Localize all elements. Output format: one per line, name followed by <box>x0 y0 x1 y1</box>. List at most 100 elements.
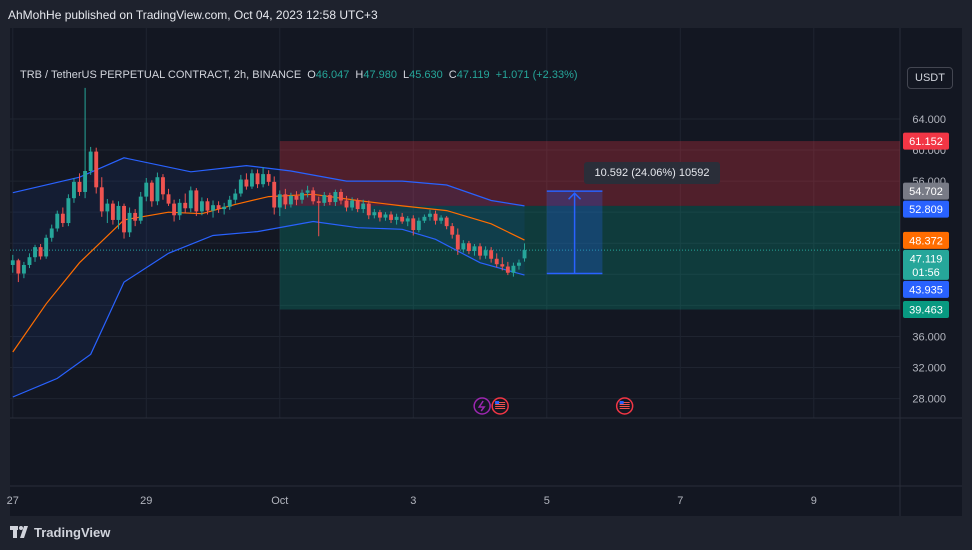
candle <box>494 253 499 268</box>
candle <box>416 217 421 233</box>
candle-body <box>122 205 126 233</box>
candle <box>172 199 177 222</box>
candle <box>110 200 115 225</box>
candle <box>16 258 21 283</box>
dividend-icon <box>473 397 491 415</box>
us-flag-stripe <box>495 402 506 403</box>
symbol-legend: TRB / TetherUS PERPETUAL CONTRACT, 2h, B… <box>20 69 578 81</box>
candle-body <box>288 195 293 205</box>
candle <box>194 188 199 217</box>
candle-body <box>55 213 60 229</box>
price-label-box <box>903 231 949 249</box>
candle <box>166 188 171 206</box>
candle <box>233 188 238 204</box>
candle <box>66 194 71 227</box>
candle <box>483 246 488 259</box>
candle-body <box>194 190 199 212</box>
x-tick-label: 5 <box>544 495 550 507</box>
candle-body <box>149 182 154 202</box>
candle-body <box>155 177 160 202</box>
change-value: +1.071 (+2.33%) <box>495 69 578 81</box>
candle-body <box>172 203 177 216</box>
candle-body <box>494 258 499 265</box>
candle-body <box>94 151 99 188</box>
us-flag-stripe <box>619 404 630 405</box>
x-tick-label: Oct <box>271 495 288 507</box>
candle <box>478 243 482 260</box>
candle <box>361 199 366 213</box>
candle <box>311 187 316 205</box>
candle-body <box>422 216 427 221</box>
us-flag-stripe <box>619 402 630 403</box>
open-label: O <box>307 69 316 81</box>
candle <box>222 202 227 215</box>
price-label-countdown: 01:56 <box>912 267 940 279</box>
candle-body <box>333 191 338 203</box>
candle <box>428 209 432 221</box>
candle <box>227 195 232 210</box>
candle <box>188 186 193 213</box>
bollinger-lower-line <box>12 220 525 398</box>
candle <box>149 180 154 207</box>
candle <box>522 243 527 262</box>
price-label-box <box>903 200 949 218</box>
candle-body <box>455 234 460 250</box>
candle <box>83 87 88 199</box>
candle-body <box>166 194 171 204</box>
bollinger-upper-line <box>12 157 525 207</box>
candle-body <box>433 213 438 221</box>
grid-lines <box>10 28 962 516</box>
candle-body <box>216 205 221 210</box>
candle <box>383 212 388 221</box>
candle <box>88 146 93 175</box>
high-label: H <box>355 69 364 81</box>
candle-body <box>138 196 143 221</box>
candle-body <box>72 181 76 199</box>
us-flag-stripe <box>495 404 506 405</box>
candle <box>10 254 15 273</box>
candle <box>72 177 76 203</box>
candle <box>372 209 377 219</box>
candle-body <box>478 246 482 256</box>
candle-body <box>127 212 132 233</box>
candle <box>466 240 471 255</box>
currency-button[interactable]: USDT <box>907 67 953 89</box>
close-value: 47.119 <box>456 69 490 81</box>
candle <box>444 216 449 230</box>
candle-body <box>88 151 93 171</box>
candle-body <box>327 195 332 203</box>
candle-body <box>233 193 238 200</box>
candle <box>355 198 360 213</box>
us-flag-stripe <box>619 406 630 407</box>
price-label: 54.702 <box>903 182 949 200</box>
dividend-icon-bolt <box>477 400 486 412</box>
candle-body <box>428 213 432 217</box>
brand-name: TradingView <box>34 524 111 540</box>
candle <box>199 197 204 216</box>
candle <box>127 207 132 238</box>
price-labels: 61.152 54.702 52.809 48.372 47.119 01:56 43.93… <box>903 132 949 319</box>
candle <box>305 185 310 198</box>
x-tick-label: 29 <box>140 495 152 507</box>
candle <box>366 200 371 220</box>
candle-body <box>116 205 121 220</box>
y-tick-label: 32.000 <box>912 363 946 375</box>
price-label-text: 61.152 <box>909 136 943 148</box>
candle <box>500 257 505 271</box>
candle-body <box>110 203 115 220</box>
candle-body <box>372 212 377 216</box>
candle-body <box>272 181 277 208</box>
footer-brand[interactable]: TradingView <box>10 521 110 543</box>
candle-body <box>311 190 316 202</box>
candle-body <box>411 218 416 231</box>
candle <box>183 193 188 213</box>
candle-body <box>161 177 165 195</box>
candle <box>400 212 405 224</box>
y-tick-label: 36.000 <box>912 331 946 343</box>
candle-body <box>255 173 260 185</box>
candle-body <box>322 195 327 203</box>
candle-body <box>266 174 271 182</box>
x-tick-label: 27 <box>7 495 19 507</box>
candle-body <box>38 247 43 257</box>
